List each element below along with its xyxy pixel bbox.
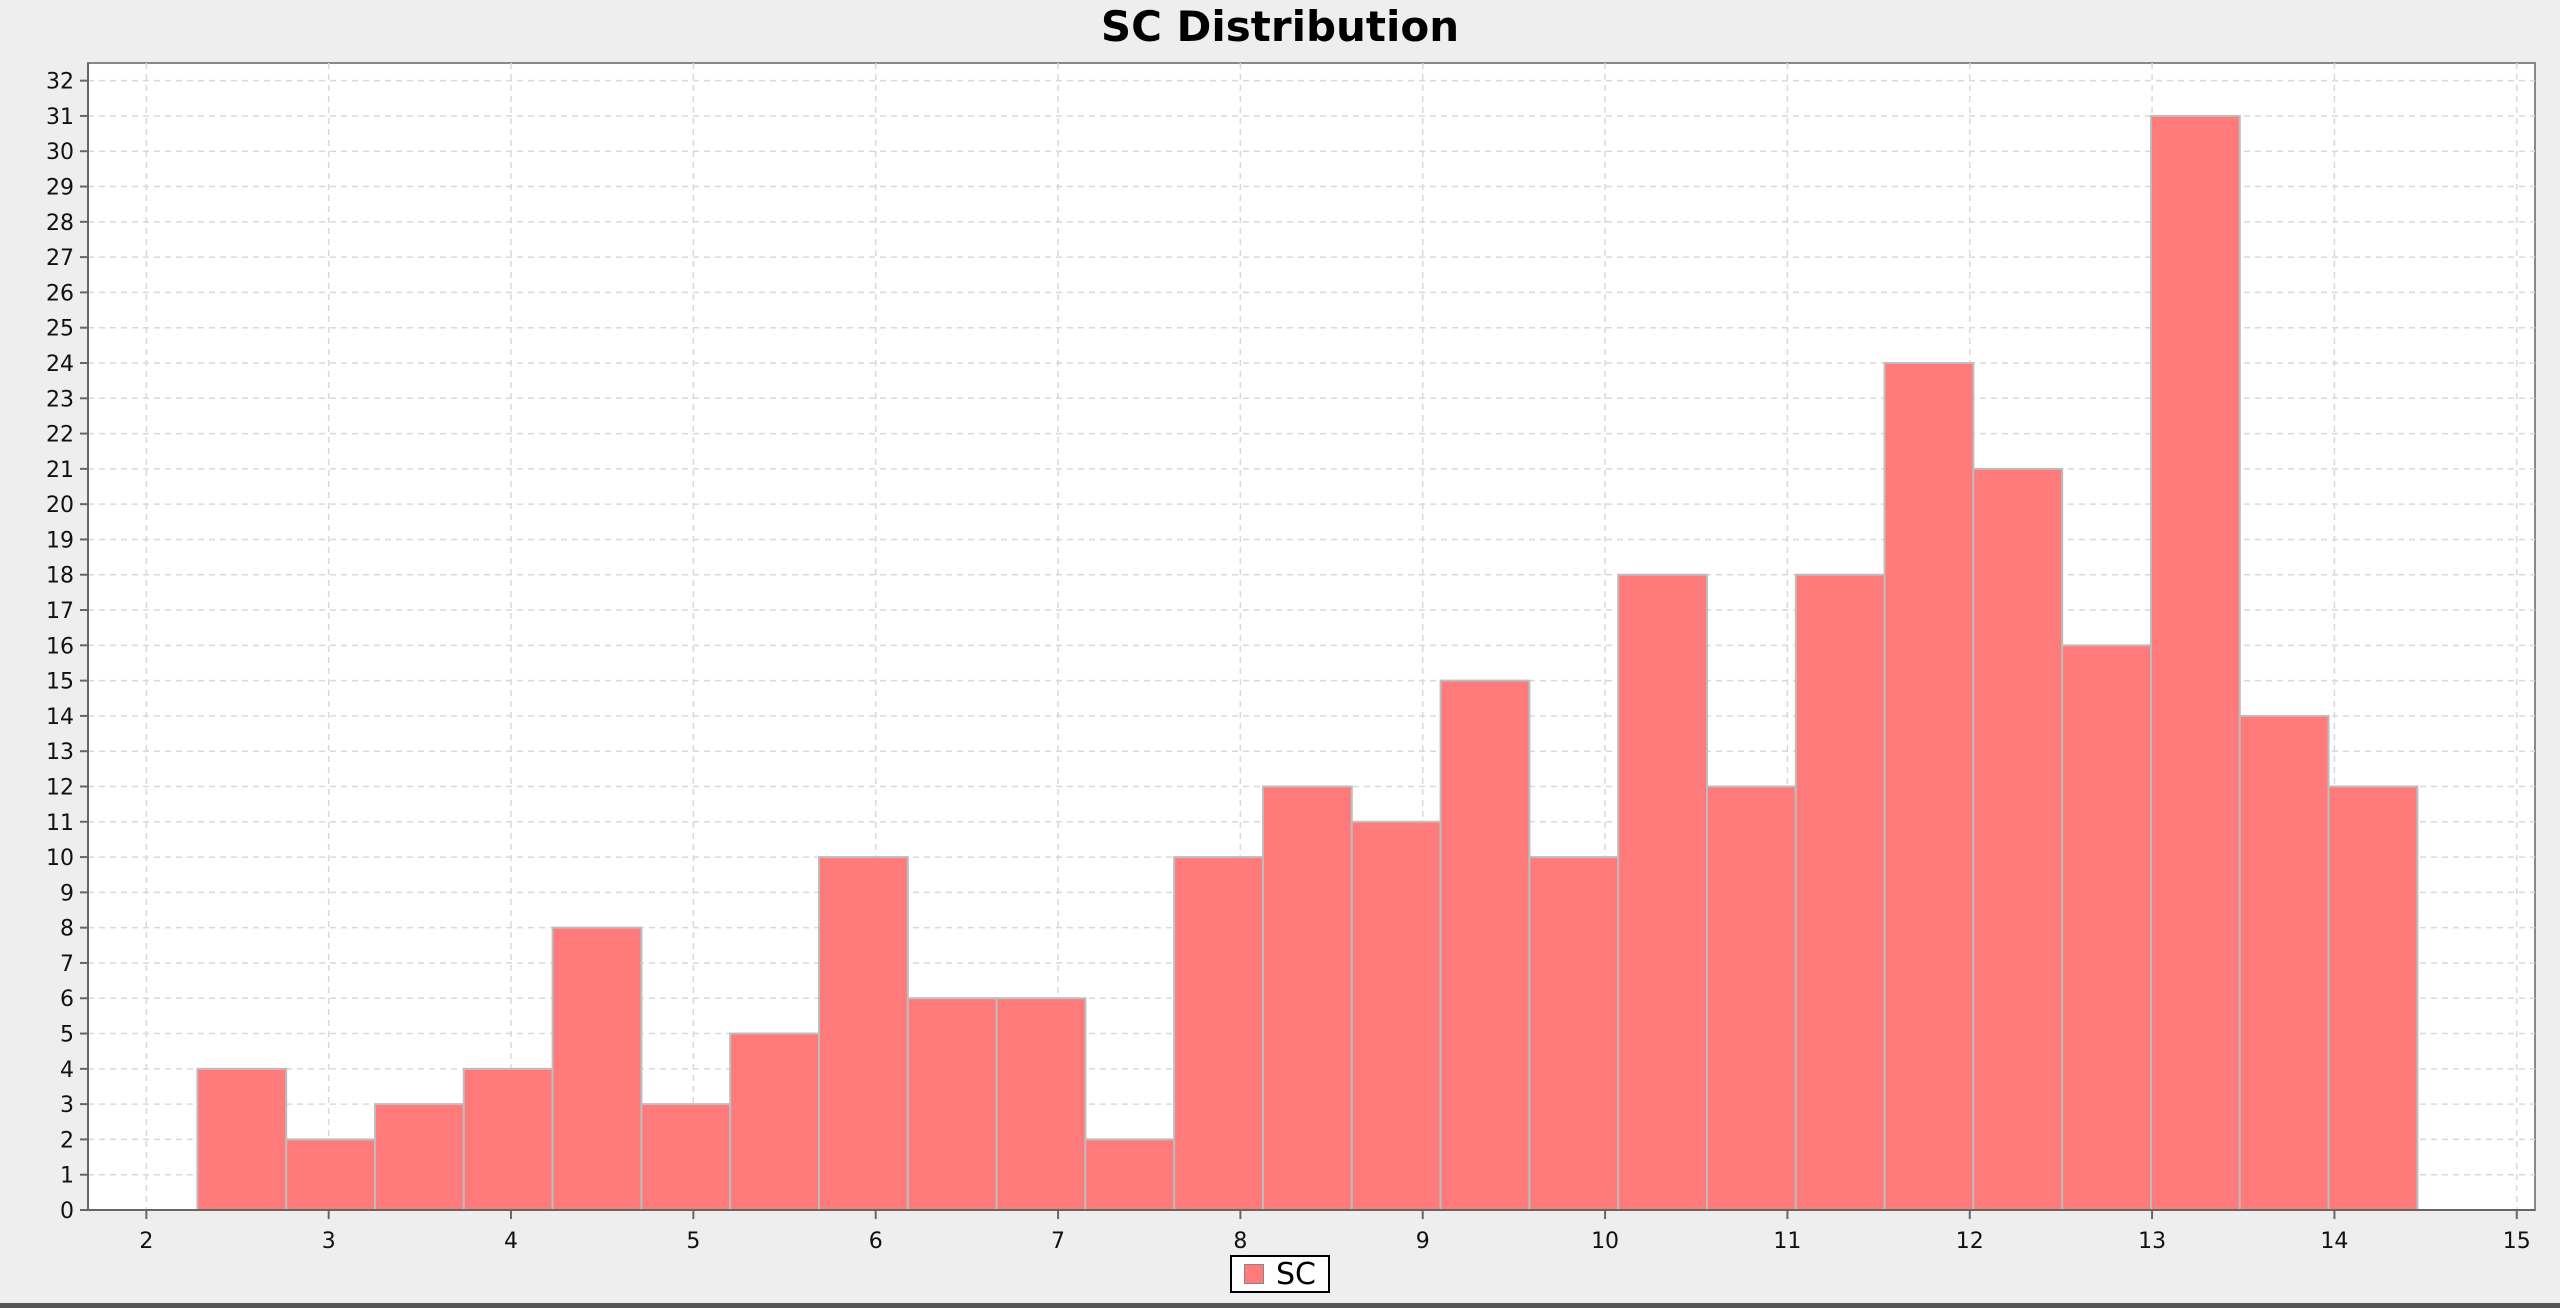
y-tick-label: 23 <box>46 387 74 412</box>
x-tick-label: 6 <box>869 1229 883 1254</box>
histogram-bar <box>285 1138 377 1212</box>
y-tick-label: 1 <box>60 1164 74 1189</box>
histogram-bar <box>906 997 998 1211</box>
y-tick-label: 8 <box>60 917 74 942</box>
y-tick-label: 17 <box>46 599 74 624</box>
y-tick-label: 21 <box>46 458 74 483</box>
axis-layer: 0123456789101112131415161718192021222324… <box>46 63 2535 1254</box>
histogram-bar <box>462 1067 554 1212</box>
histogram-bar <box>1350 820 1442 1211</box>
y-tick-label: 24 <box>46 352 74 377</box>
y-tick-label: 16 <box>46 634 74 659</box>
y-tick-label: 13 <box>46 740 74 765</box>
y-tick-label: 27 <box>46 246 74 271</box>
x-tick-label: 3 <box>322 1229 336 1254</box>
y-tick-label: 4 <box>60 1058 74 1083</box>
y-tick-label: 20 <box>46 493 74 518</box>
histogram-bar <box>1528 856 1620 1211</box>
chart-title: SC Distribution <box>1100 2 1460 51</box>
histogram-bar <box>1617 573 1708 1211</box>
y-tick-label: 9 <box>60 881 74 906</box>
y-tick-label: 18 <box>46 564 74 589</box>
y-tick-label: 5 <box>60 1023 74 1048</box>
histogram-bar <box>2327 785 2419 1211</box>
histogram-bar <box>640 1103 732 1211</box>
bar-layer <box>196 114 2419 1212</box>
y-tick-label: 26 <box>46 281 74 306</box>
y-tick-label: 15 <box>46 670 74 695</box>
y-tick-label: 10 <box>46 846 74 871</box>
y-tick-label: 32 <box>46 70 74 95</box>
histogram-bar <box>1883 361 1975 1211</box>
y-tick-label: 7 <box>60 952 74 977</box>
x-tick-label: 10 <box>1591 1229 1619 1254</box>
y-tick-label: 0 <box>60 1199 74 1224</box>
x-tick-label: 9 <box>1416 1229 1430 1254</box>
x-tick-label: 15 <box>2503 1229 2531 1254</box>
y-tick-label: 12 <box>46 775 74 800</box>
y-tick-label: 14 <box>46 705 74 730</box>
histogram-bar <box>2238 714 2330 1212</box>
y-tick-label: 11 <box>46 811 74 836</box>
histogram-bar <box>1261 785 1353 1211</box>
histogram-bar <box>374 1103 465 1211</box>
y-tick-label: 30 <box>46 140 74 165</box>
histogram-bar <box>1173 856 1264 1211</box>
x-tick-label: 5 <box>686 1229 700 1254</box>
histogram-bar <box>196 1067 288 1212</box>
x-tick-label: 2 <box>139 1229 153 1254</box>
y-tick-label: 6 <box>60 987 74 1012</box>
legend-box: SC <box>1230 1255 1330 1293</box>
legend-swatch-sc <box>1244 1264 1264 1284</box>
y-tick-label: 19 <box>46 528 74 553</box>
window-bottom-edge <box>0 1303 2560 1308</box>
legend: SC <box>0 1255 2560 1293</box>
histogram-bar <box>2149 114 2241 1211</box>
y-tick-label: 22 <box>46 423 74 448</box>
y-tick-label: 2 <box>60 1128 74 1153</box>
x-tick-label: 11 <box>1773 1229 1801 1254</box>
x-tick-label: 4 <box>504 1229 518 1254</box>
y-tick-label: 31 <box>46 105 74 130</box>
histogram-bar <box>1794 573 1886 1211</box>
x-tick-label: 13 <box>2138 1229 2166 1254</box>
x-tick-label: 8 <box>1233 1229 1247 1254</box>
histogram-bar <box>1705 785 1797 1211</box>
histogram-bar <box>1084 1138 1176 1212</box>
histogram-bar <box>1439 679 1531 1211</box>
y-tick-label: 3 <box>60 1093 74 1118</box>
histogram-bar <box>2061 644 2152 1211</box>
x-tick-label: 12 <box>1956 1229 1984 1254</box>
x-tick-label: 14 <box>2320 1229 2348 1254</box>
histogram-bar <box>551 926 643 1212</box>
histogram-bar <box>995 997 1087 1211</box>
histogram-bar <box>1972 467 2064 1212</box>
histogram-bar <box>729 1032 821 1211</box>
legend-label-sc: SC <box>1276 1256 1316 1292</box>
y-tick-label: 29 <box>46 176 74 201</box>
y-tick-label: 28 <box>46 211 74 236</box>
y-tick-label: 25 <box>46 317 74 342</box>
x-tick-label: 7 <box>1051 1229 1065 1254</box>
histogram-bar <box>818 856 909 1211</box>
